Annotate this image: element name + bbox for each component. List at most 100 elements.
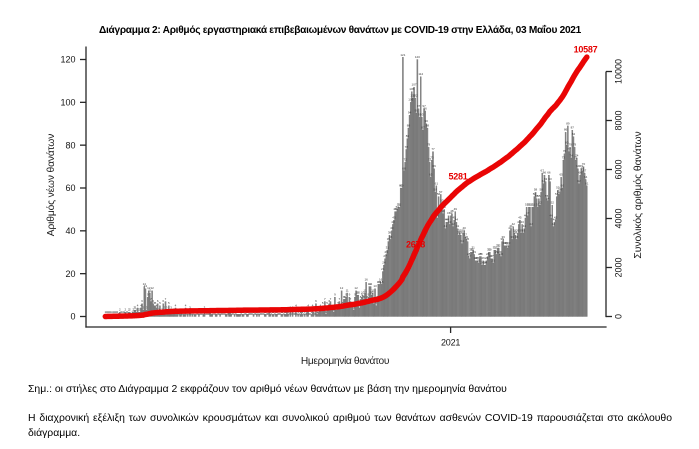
svg-text:0: 0: [213, 312, 215, 316]
svg-text:7: 7: [324, 297, 326, 301]
svg-text:2678: 2678: [406, 240, 425, 250]
svg-text:48: 48: [441, 209, 445, 213]
svg-text:6: 6: [162, 299, 164, 303]
svg-text:3: 3: [353, 305, 355, 309]
svg-text:9: 9: [345, 293, 347, 297]
svg-text:62: 62: [577, 179, 581, 183]
svg-text:0: 0: [277, 312, 279, 316]
svg-text:51: 51: [536, 203, 540, 207]
svg-text:56: 56: [533, 192, 537, 196]
svg-text:38: 38: [459, 231, 463, 235]
svg-text:40: 40: [390, 226, 394, 230]
svg-text:24: 24: [480, 261, 484, 265]
svg-text:8: 8: [344, 295, 346, 299]
svg-text:20: 20: [65, 269, 75, 279]
svg-text:60: 60: [561, 183, 565, 187]
svg-text:31: 31: [386, 246, 390, 250]
svg-text:2: 2: [129, 308, 131, 312]
svg-text:8000: 8000: [614, 110, 624, 130]
svg-text:0: 0: [288, 312, 290, 316]
svg-text:49: 49: [393, 207, 397, 211]
svg-text:Αριθμός νέων θανάτων: Αριθμός νέων θανάτων: [45, 134, 57, 236]
svg-text:94: 94: [408, 111, 412, 115]
svg-text:1: 1: [110, 310, 112, 314]
svg-text:0: 0: [279, 312, 281, 316]
svg-text:0: 0: [305, 312, 307, 316]
svg-text:4: 4: [140, 303, 142, 307]
svg-text:100: 100: [408, 98, 413, 102]
svg-text:2: 2: [125, 308, 127, 312]
svg-text:0: 0: [283, 312, 285, 316]
svg-text:11: 11: [346, 288, 349, 292]
svg-text:45: 45: [554, 216, 558, 220]
svg-text:10000: 10000: [614, 59, 624, 84]
svg-text:51: 51: [398, 203, 402, 207]
svg-text:49: 49: [395, 207, 399, 211]
svg-text:88: 88: [407, 123, 411, 127]
svg-text:1: 1: [106, 310, 108, 314]
svg-text:38: 38: [388, 231, 392, 235]
svg-text:100: 100: [60, 98, 75, 108]
svg-text:2: 2: [158, 308, 160, 312]
svg-text:36: 36: [465, 235, 469, 239]
svg-text:32: 32: [497, 243, 501, 247]
svg-text:97: 97: [417, 104, 421, 108]
svg-text:60: 60: [400, 183, 404, 187]
svg-text:2: 2: [132, 308, 134, 312]
svg-text:39: 39: [519, 228, 523, 232]
svg-text:25: 25: [477, 258, 481, 262]
svg-text:0: 0: [197, 312, 199, 316]
svg-text:0: 0: [314, 312, 316, 316]
svg-text:29: 29: [498, 250, 502, 254]
svg-text:30: 30: [470, 248, 474, 252]
svg-text:25: 25: [492, 258, 496, 262]
svg-text:27: 27: [468, 254, 472, 258]
svg-text:0: 0: [218, 312, 220, 316]
svg-text:Συνολικός αριθμός θανάτων: Συνολικός αριθμός θανάτων: [632, 131, 644, 258]
svg-text:29: 29: [495, 250, 499, 254]
svg-text:0: 0: [196, 312, 198, 316]
svg-text:51: 51: [527, 203, 531, 207]
svg-text:10: 10: [356, 290, 360, 294]
svg-text:0: 0: [296, 312, 298, 316]
svg-text:7: 7: [165, 297, 167, 301]
svg-text:51: 51: [528, 203, 532, 207]
svg-text:2: 2: [136, 308, 138, 312]
svg-text:0: 0: [70, 312, 75, 322]
svg-text:39: 39: [513, 228, 517, 232]
svg-text:7: 7: [339, 297, 341, 301]
svg-text:44: 44: [455, 218, 459, 222]
svg-text:28: 28: [478, 252, 482, 256]
svg-text:47: 47: [447, 211, 451, 215]
svg-text:0: 0: [200, 312, 202, 316]
svg-text:102: 102: [410, 93, 415, 97]
svg-text:2: 2: [138, 308, 140, 312]
svg-text:0: 0: [252, 312, 254, 316]
svg-text:0: 0: [278, 312, 280, 316]
svg-text:14: 14: [369, 282, 373, 286]
svg-text:31: 31: [471, 246, 475, 250]
svg-text:58: 58: [434, 188, 438, 192]
svg-text:121: 121: [400, 53, 405, 57]
svg-text:5: 5: [322, 301, 324, 305]
svg-text:47: 47: [526, 211, 530, 215]
svg-text:0: 0: [227, 312, 229, 316]
svg-text:29: 29: [473, 250, 477, 254]
svg-text:2021: 2021: [441, 338, 460, 348]
svg-text:30: 30: [469, 248, 473, 252]
svg-text:93: 93: [418, 113, 422, 117]
svg-text:57: 57: [439, 190, 443, 194]
svg-text:0: 0: [248, 312, 250, 316]
svg-text:51: 51: [532, 203, 536, 207]
svg-text:47: 47: [449, 211, 453, 215]
svg-text:1: 1: [114, 310, 116, 314]
svg-text:51: 51: [525, 203, 529, 207]
svg-text:63: 63: [548, 177, 552, 181]
svg-text:12: 12: [150, 286, 154, 290]
svg-text:12: 12: [340, 286, 344, 290]
svg-text:0: 0: [274, 312, 276, 316]
svg-text:3: 3: [142, 305, 144, 309]
svg-text:0: 0: [224, 312, 226, 316]
svg-text:0: 0: [206, 312, 208, 316]
svg-text:33: 33: [505, 241, 509, 245]
